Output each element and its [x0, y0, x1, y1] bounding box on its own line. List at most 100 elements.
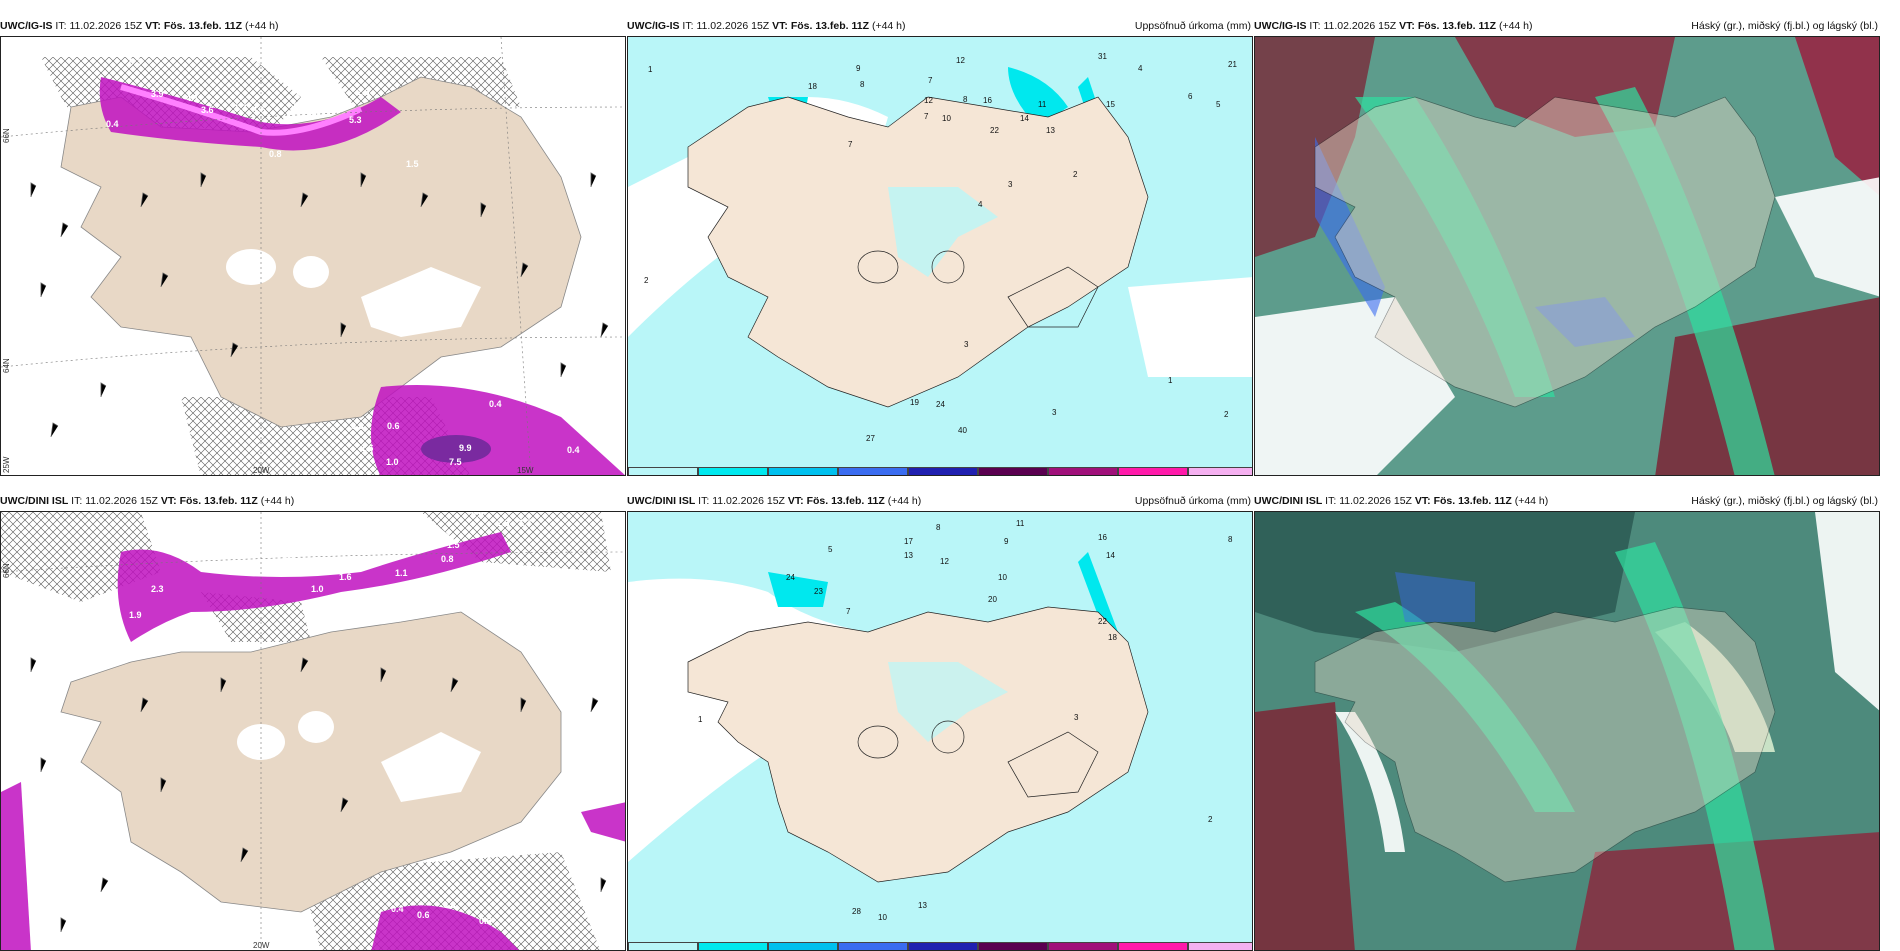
icing-value: 3.9 — [151, 89, 164, 99]
precip-value: 20 — [988, 595, 997, 604]
panel-dini-icing: UWC/DINI ISL IT: 11.02.2026 15Z VT: Fös.… — [0, 491, 626, 951]
icing-value: 3.6 — [201, 105, 214, 115]
colorbar-swatch — [768, 942, 838, 950]
colorbar-swatch — [1118, 942, 1188, 950]
grid-label: 66N — [2, 563, 11, 578]
icing-map-svg: 0.3 3.9 4.1 3.6 1.7 1.5 3.4 4.0 5.3 2.6 … — [1, 37, 625, 475]
icing-value: 3.4 — [291, 99, 304, 109]
valid-time: Fös. 13.feb. 11Z — [806, 495, 885, 507]
precip-value: 14 — [1106, 551, 1115, 560]
map-clouds-ig-is — [1254, 36, 1880, 476]
precip-value: 9 — [856, 64, 861, 73]
precip-value: 28 — [852, 907, 861, 916]
precip-value: 24 — [786, 573, 795, 582]
precip-value: 8 — [1228, 535, 1233, 544]
precip-inland — [888, 662, 1008, 742]
icing-value: 0.4 — [567, 445, 580, 455]
icing-value: 2.3 — [497, 518, 510, 528]
hatch-area — [421, 512, 611, 572]
colorbar-swatch — [768, 467, 838, 475]
glacier — [298, 711, 334, 743]
icing-value: 0.4 — [106, 119, 119, 129]
icing-value: 1.6 — [339, 572, 352, 582]
precip-value: 40 — [958, 426, 967, 435]
precip-value: 3 — [1074, 713, 1079, 722]
precip-colorbar: 1 10 25 50 75 100 150 200 400 — [628, 942, 1252, 950]
model-name: UWC/DINI ISL — [627, 495, 696, 507]
glacier-outline — [931, 720, 965, 754]
no-precip — [1128, 277, 1252, 377]
precip-value: 1 — [1168, 376, 1173, 385]
icing-value: 2.6 — [301, 556, 314, 566]
precip-value: 1 — [698, 715, 703, 724]
grid-label: 25W — [2, 456, 11, 473]
mid-cloud — [1255, 512, 1635, 652]
panel-header: UWC/DINI ISL IT: 11.02.2026 15Z VT: Fös.… — [627, 491, 1253, 511]
map-precip-dini: 17 8 11 9 16 13 12 14 10 20 22 18 23 24 … — [627, 511, 1253, 951]
init-time: 11.02.2026 15Z — [69, 20, 143, 32]
it-label: IT: — [1309, 20, 1321, 32]
colorbar-swatch — [628, 942, 698, 950]
colorbar-swatch — [978, 467, 1048, 475]
clear-sky — [1255, 297, 1455, 475]
panel-header: UWC/DINI ISL IT: 11.02.2026 15Z VT: Fös.… — [1254, 491, 1880, 511]
clear-sky — [1815, 512, 1879, 711]
grid-label: 20W — [253, 466, 270, 475]
precip-value: 15 — [1106, 100, 1115, 109]
grid-line — [1, 551, 625, 573]
model-name: UWC/IG-IS — [1254, 20, 1307, 32]
hatch-area — [301, 852, 601, 950]
glacier — [293, 256, 329, 288]
icing-value: 0.8 — [441, 554, 454, 564]
icing-value: 0.4 — [489, 399, 502, 409]
vt-label: VT: — [1399, 20, 1415, 32]
iceland-outline — [1314, 606, 1776, 883]
cloud-map-svg — [1255, 512, 1879, 950]
precip-colorbar: 1 10 25 50 75 100 150 200 400 — [628, 467, 1252, 475]
init-time: 11.02.2026 15Z — [85, 495, 158, 507]
glacier — [361, 267, 481, 337]
valid-time: Fös. 13.feb. 11Z — [1433, 495, 1512, 507]
grid-line — [1, 336, 625, 368]
precip-value: 3 — [964, 340, 969, 349]
precip-value: 2 — [644, 276, 649, 285]
colorbar-swatch — [698, 942, 768, 950]
model-name: UWC/DINI ISL — [1254, 495, 1323, 507]
icing-value: 4.0 — [307, 109, 320, 119]
icing-core — [120, 84, 363, 136]
valid-time: Fös. 13.feb. 11Z — [179, 495, 258, 507]
map-precip-ig-is: 1 12 9 8 7 18 12 7 8 10 22 16 14 11 13 3… — [627, 36, 1253, 476]
vt-label: VT: — [160, 495, 177, 507]
icing-band — [99, 77, 401, 151]
low-cloud — [1255, 702, 1355, 950]
precip-value: 13 — [1046, 126, 1055, 135]
wind-barbs — [30, 172, 609, 438]
map-icing-dini: 2.3 4.3 3.8 2.6 2.0 1.0 1.6 0.8 1.5 1.1 … — [0, 511, 626, 951]
clear-sky — [1335, 712, 1405, 852]
icing-value: 0.6 — [479, 916, 492, 926]
it-label: IT: — [698, 495, 710, 507]
icing-map-svg: 2.3 4.3 3.8 2.6 2.0 1.0 1.6 0.8 1.5 1.1 … — [1, 512, 625, 950]
precip-value: 4 — [1138, 64, 1143, 73]
model-name: UWC/IG-IS — [627, 20, 680, 32]
icing-value: 2.6 — [357, 87, 370, 97]
icing-value: 9.9 — [459, 443, 472, 453]
icing-value: 0.6 — [387, 421, 400, 431]
precip-value: 5 — [828, 545, 833, 554]
it-label: IT: — [55, 20, 67, 32]
lead-time: (+44 h) — [1498, 20, 1533, 32]
precip-value: 12 — [924, 96, 933, 105]
icing-value: 2.3 — [151, 584, 164, 594]
icing-value: 0.8 — [443, 900, 456, 910]
init-time: 11.02.2026 15Z — [696, 20, 770, 32]
panel-ig-is-precip: UWC/IG-IS IT: 11.02.2026 15Z VT: Fös. 13… — [627, 16, 1253, 476]
grid-line — [500, 37, 532, 475]
icing-value: 4.1 — [186, 93, 199, 103]
colorbar-swatch — [838, 942, 908, 950]
precip-band — [768, 572, 828, 607]
glacier — [226, 249, 276, 285]
icing-value: 1.5 — [253, 105, 266, 115]
high-cloud — [1355, 602, 1575, 812]
precip-value: 8 — [860, 80, 865, 89]
precip-value: 7 — [928, 76, 933, 85]
